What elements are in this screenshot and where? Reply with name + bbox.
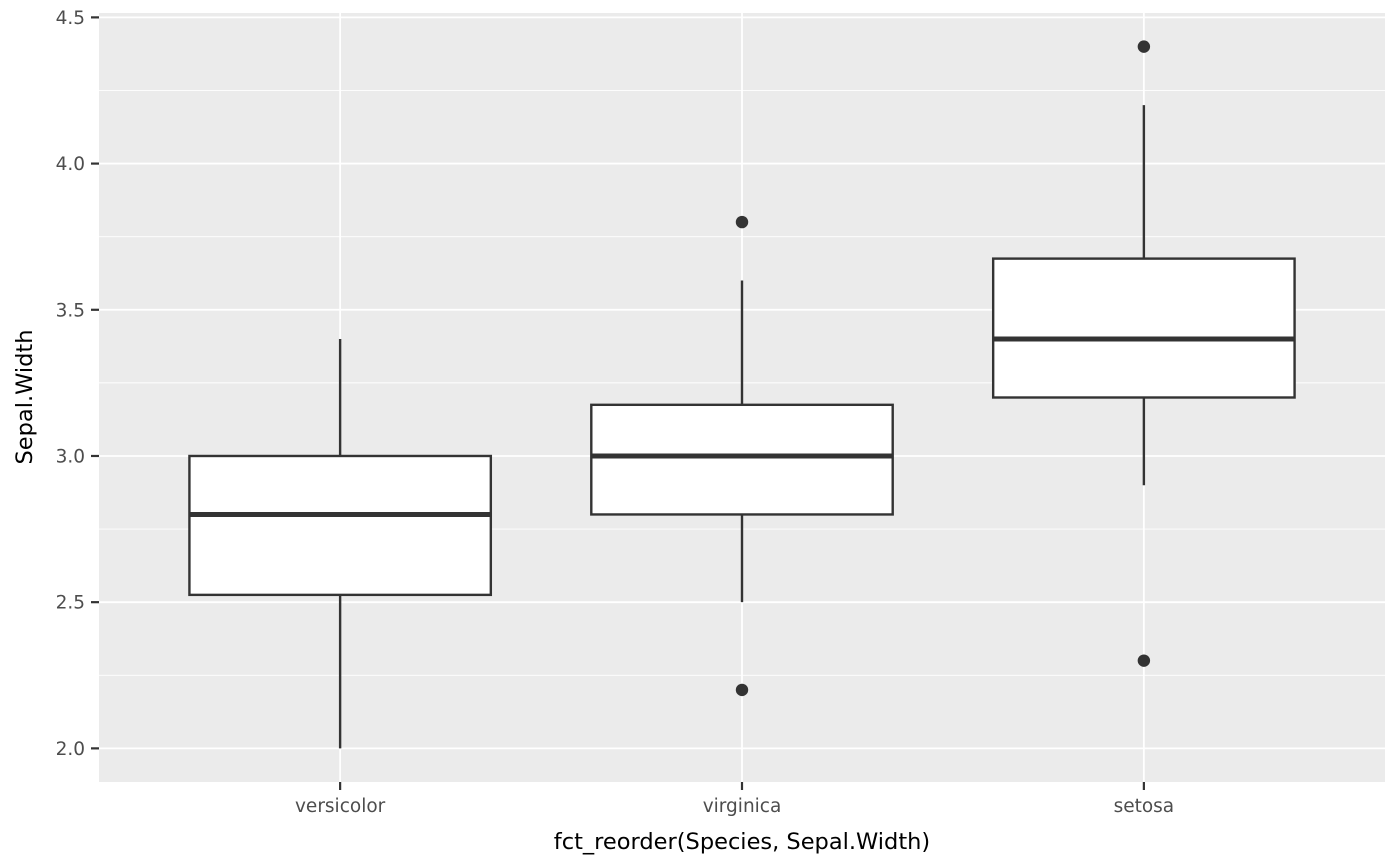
- y-tick-label: 4.5: [56, 8, 85, 29]
- outlier-point: [1137, 40, 1151, 53]
- y-tick-label: 3.0: [56, 446, 85, 467]
- y-tick-label: 4.0: [56, 154, 85, 175]
- x-tick-label: setosa: [1114, 796, 1175, 817]
- x-tick-label: versicolor: [295, 796, 386, 817]
- y-tick-label: 2.0: [56, 739, 85, 760]
- x-tick-label: virginica: [703, 796, 782, 817]
- outlier-point: [735, 683, 749, 697]
- y-axis-title: Sepal.Width: [12, 329, 38, 465]
- x-axis-title: fct_reorder(Species, Sepal.Width): [553, 829, 931, 855]
- y-tick-label: 3.5: [56, 300, 85, 321]
- boxplot-box: [991, 257, 1296, 399]
- y-tick-label: 2.5: [56, 593, 85, 614]
- boxplot-box: [188, 454, 493, 597]
- boxplot-box: [590, 403, 894, 516]
- outlier-point: [1137, 654, 1151, 667]
- outlier-point: [735, 215, 749, 229]
